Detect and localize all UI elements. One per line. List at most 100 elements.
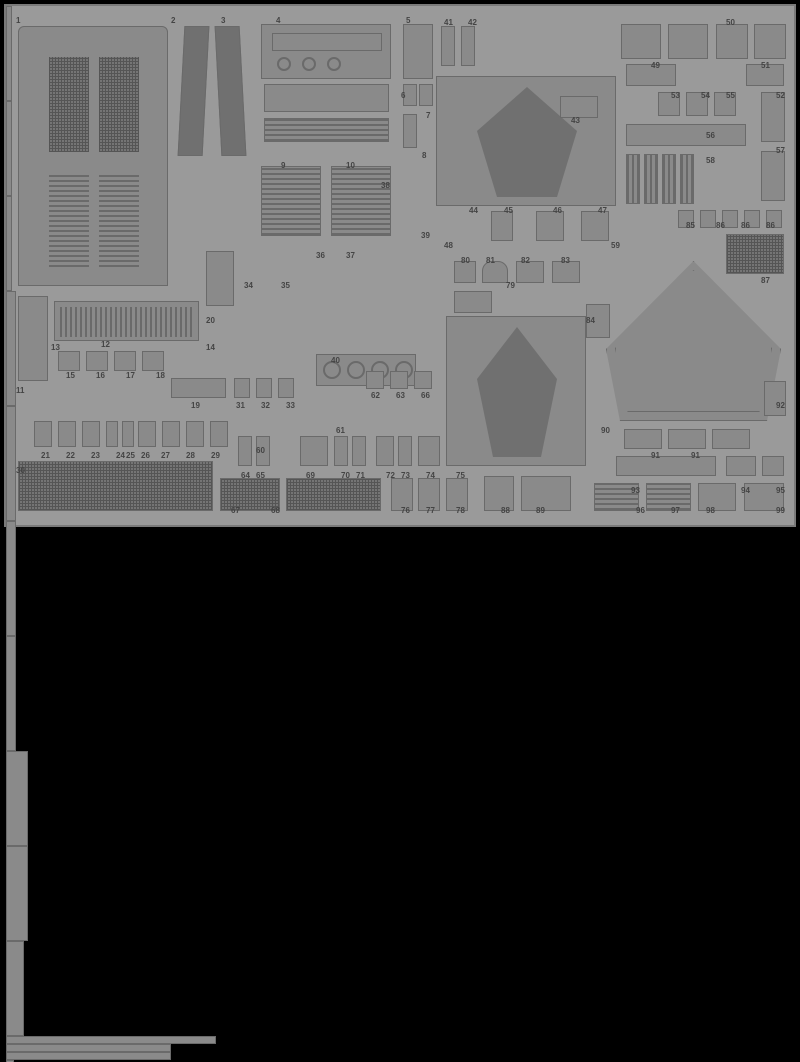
part-label: 19 <box>191 401 200 410</box>
part-4b <box>264 84 389 112</box>
part-60 <box>6 1044 171 1052</box>
part-26 <box>138 421 156 447</box>
part-label: 29 <box>211 451 220 460</box>
part-25 <box>122 421 134 447</box>
part-27 <box>162 421 180 447</box>
part-91b <box>668 429 706 449</box>
part-label: 48 <box>444 241 453 250</box>
part-label: 54 <box>701 91 710 100</box>
part-label: 23 <box>91 451 100 460</box>
part-label: 86 <box>716 221 725 230</box>
part-64 <box>238 436 252 466</box>
part-label: 88 <box>501 506 510 515</box>
part-39 <box>6 196 12 291</box>
part-37b <box>6 941 24 1036</box>
part-38 <box>6 6 12 101</box>
part-label: 11 <box>16 386 24 395</box>
part-label: 37 <box>346 251 355 260</box>
part-95 <box>762 456 784 476</box>
part-9 <box>261 166 321 236</box>
part-label: 35 <box>281 281 290 290</box>
part-label: 83 <box>561 256 570 265</box>
part-label: 7 <box>426 111 430 120</box>
part-label: 71 <box>356 471 365 480</box>
part-label: 40 <box>331 356 340 365</box>
part-35b <box>6 636 16 751</box>
part-label: 15 <box>66 371 75 380</box>
part-label: 95 <box>776 486 785 495</box>
part-24 <box>106 421 118 447</box>
part-48 <box>6 1060 14 1062</box>
part-label: 45 <box>504 206 513 215</box>
part-label: 73 <box>401 471 410 480</box>
part-41 <box>441 26 455 66</box>
part-label: 4 <box>276 16 280 25</box>
part-label: 13 <box>51 343 60 352</box>
part-50c <box>716 24 748 59</box>
part-12-row <box>54 301 199 341</box>
part-47 <box>581 211 609 241</box>
part-21 <box>34 421 52 447</box>
part-label: 98 <box>706 506 715 515</box>
part-label: 34 <box>244 281 253 290</box>
part-label: 18 <box>156 371 165 380</box>
part-87 <box>726 234 784 274</box>
part-label: 74 <box>426 471 435 480</box>
part-56 <box>626 124 746 146</box>
part-label: 3 <box>221 16 225 25</box>
part-22 <box>58 421 76 447</box>
part-label: 31 <box>236 401 245 410</box>
part-label: 72 <box>386 471 395 480</box>
part-28 <box>186 421 204 447</box>
part-72 <box>376 436 394 466</box>
part-label: 30 <box>16 466 25 475</box>
part-label: 67 <box>231 506 240 515</box>
part-74 <box>418 436 440 466</box>
part-label: 82 <box>521 256 530 265</box>
part-label: 94 <box>741 486 750 495</box>
part-61 <box>6 1052 171 1060</box>
part-label: 28 <box>186 451 195 460</box>
part-79 <box>454 291 492 313</box>
part-label: 75 <box>456 471 465 480</box>
part-97 <box>646 483 691 511</box>
part-50a <box>621 24 661 59</box>
part-label: 86 <box>741 221 750 230</box>
part-label: 58 <box>706 156 715 165</box>
part-label: 91 <box>651 451 660 460</box>
part-label: 2 <box>171 16 175 25</box>
part-label: 5 <box>406 16 410 25</box>
part-label: 62 <box>371 391 380 400</box>
part-42 <box>461 26 475 66</box>
part-label: 50 <box>726 18 735 27</box>
part-5 <box>403 24 433 79</box>
part-57 <box>761 151 785 201</box>
part-6 <box>264 118 389 142</box>
part-label: 25 <box>126 451 135 460</box>
part-70 <box>334 436 348 466</box>
part-46 <box>536 211 564 241</box>
part-66 <box>414 371 432 389</box>
part-label: 64 <box>241 471 250 480</box>
part-label: 41 <box>444 18 453 27</box>
outer-frame: 36 208 GMC Bofors 40mm eduard © EDUARD 2… <box>0 0 800 531</box>
part-label: 63 <box>396 391 405 400</box>
part-label: 53 <box>671 91 680 100</box>
part-69 <box>300 436 328 466</box>
part-label: 1 <box>16 16 20 25</box>
part-label: 65 <box>256 471 265 480</box>
part-58b <box>644 154 658 204</box>
part-label: 26 <box>141 451 150 460</box>
part-label: 60 <box>256 446 265 455</box>
part-10 <box>331 166 391 236</box>
part-98 <box>698 483 736 511</box>
part-label: 61 <box>336 426 345 435</box>
part-2 <box>178 26 210 156</box>
part-36 <box>6 751 28 846</box>
part-label: 90 <box>601 426 610 435</box>
part-label: 24 <box>116 451 125 460</box>
part-29 <box>210 421 228 447</box>
part-91c <box>712 429 750 449</box>
part-3 <box>215 26 247 156</box>
part-8 <box>403 114 417 148</box>
